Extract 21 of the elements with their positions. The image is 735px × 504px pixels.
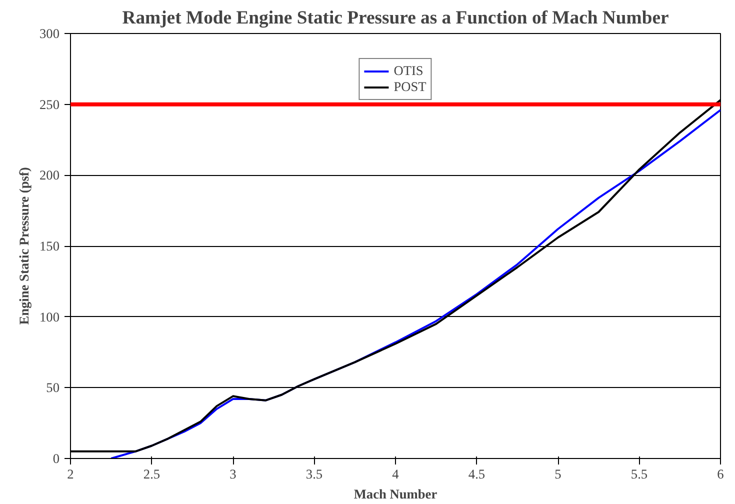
x-tick-label: 4: [392, 466, 400, 482]
y-tick-label: 150: [40, 238, 60, 254]
x-tick-label: 5: [554, 466, 562, 482]
y-axis-title: Engine Static Pressure (psf): [16, 167, 32, 325]
x-tick-label: 6: [717, 466, 724, 482]
y-tick-label: 250: [40, 96, 60, 112]
x-tick-label: 2: [67, 466, 74, 482]
y-tick-label: 0: [52, 451, 60, 466]
legend-label: POST: [394, 79, 426, 95]
x-tick-label: 5.5: [630, 466, 648, 482]
x-tick-label: 3: [230, 466, 237, 482]
x-tick-label: 3.5: [306, 466, 323, 482]
x-axis-title: Mach Number: [354, 486, 438, 502]
y-tick-label: 100: [40, 309, 60, 324]
chart-title: Ramjet Mode Engine Static Pressure as a Function of Mach Number: [122, 8, 669, 28]
y-tick-label: 200: [40, 168, 60, 183]
x-tick-label: 4.5: [468, 466, 486, 482]
y-tick-label: 300: [40, 26, 60, 41]
x-tick-label: 2.5: [143, 466, 160, 482]
y-tick-label: 50: [46, 380, 60, 396]
legend-label: OTIS: [394, 63, 424, 79]
